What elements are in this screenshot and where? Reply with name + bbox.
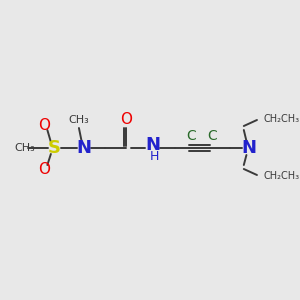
Text: N: N	[242, 139, 256, 157]
Text: CH₂CH₃: CH₂CH₃	[264, 114, 300, 124]
Text: O: O	[38, 161, 50, 176]
Text: H: H	[150, 151, 159, 164]
Text: CH₂CH₃: CH₂CH₃	[264, 171, 300, 181]
Text: N: N	[145, 136, 160, 154]
Text: CH₃: CH₃	[14, 143, 35, 153]
Text: N: N	[77, 139, 92, 157]
Text: C: C	[207, 129, 217, 143]
Text: CH₃: CH₃	[69, 115, 89, 125]
Text: C: C	[186, 129, 196, 143]
Text: O: O	[120, 112, 132, 128]
Text: O: O	[38, 118, 50, 134]
Text: S: S	[48, 139, 61, 157]
